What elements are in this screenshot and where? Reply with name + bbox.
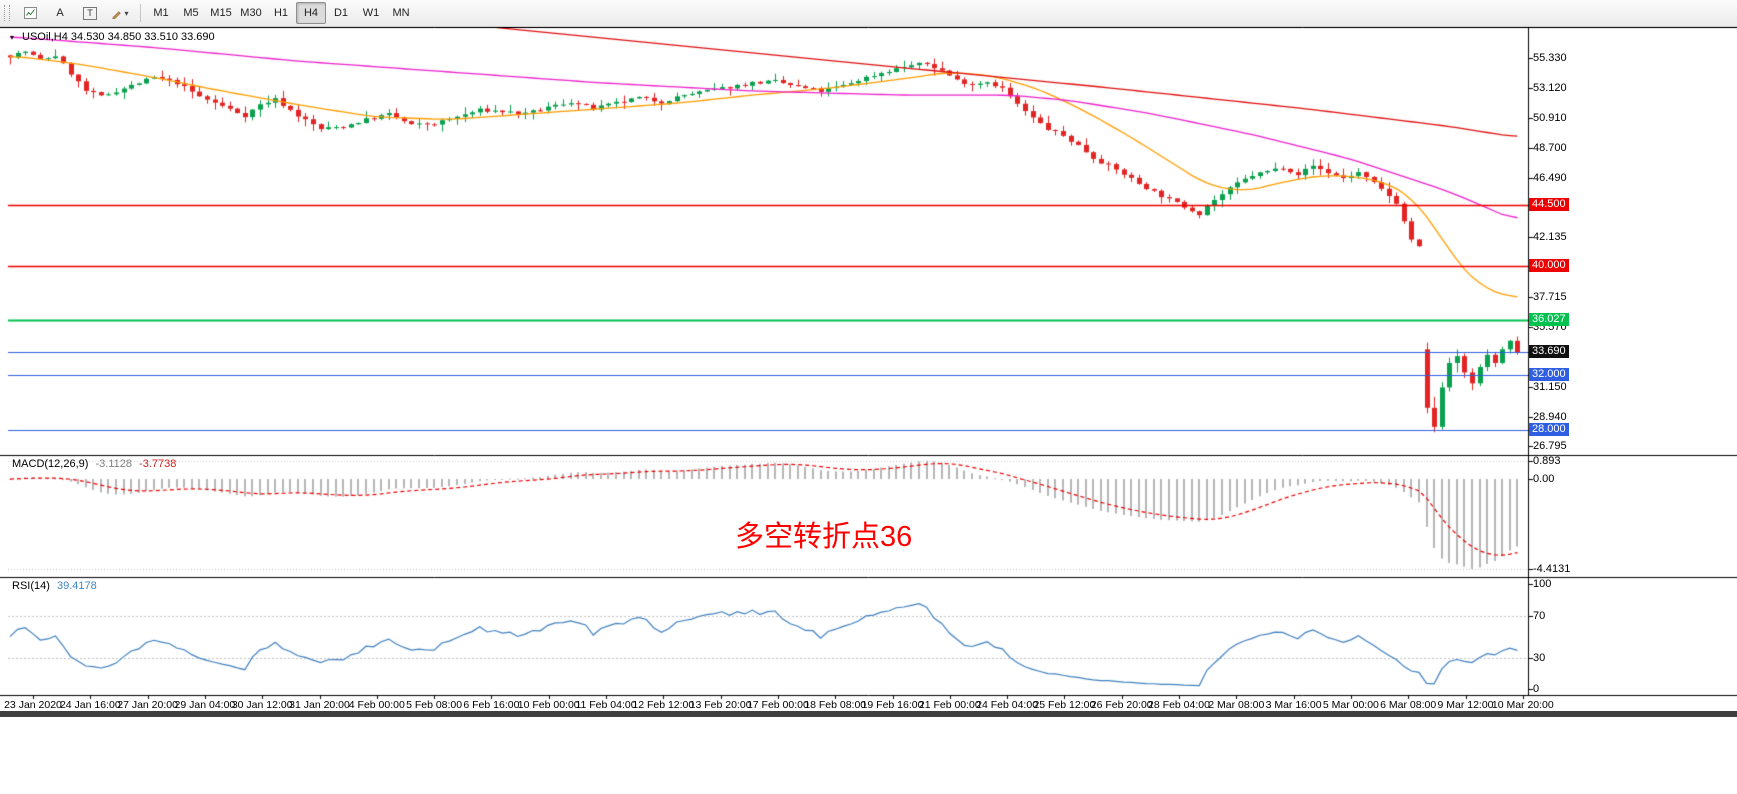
time-axis-label: 24 Jan 16:00 — [59, 699, 121, 711]
macd-scale-label: 0.00 — [1533, 473, 1555, 486]
time-axis-label: 21 Feb 00:00 — [918, 699, 981, 711]
price-tick-label: 55.330 — [1533, 51, 1567, 64]
timeframe-button-h1[interactable]: H1 — [273, 7, 289, 19]
macd-name: MACD(12,26,9) — [12, 458, 89, 470]
timeframe-button-w1[interactable]: W1 — [362, 7, 380, 19]
timeframe-button-m5[interactable]: M5 — [183, 7, 199, 19]
time-axis-label: 10 Feb 00:00 — [517, 699, 580, 711]
timeframe-button-m30[interactable]: M30 — [240, 7, 262, 19]
time-axis-label: 5 Feb 08:00 — [406, 699, 463, 711]
price-tick-label: 31.150 — [1533, 380, 1567, 393]
price-tick-label: 53.120 — [1533, 82, 1567, 95]
dropdown-caret-icon: ▾ — [124, 8, 129, 18]
time-axis-label: 9 Mar 12:00 — [1437, 699, 1494, 711]
price-tick-label: 37.715 — [1533, 291, 1567, 304]
window-bottom-bar — [0, 711, 1737, 717]
toolbar-grip[interactable] — [4, 5, 10, 21]
price-tick-label: 48.700 — [1533, 142, 1567, 155]
toolbar-separator — [140, 4, 141, 22]
price-level-box: 40.000 — [1529, 259, 1569, 273]
macd-scale-label: 0.893 — [1533, 454, 1561, 467]
timeframe-button-m1[interactable]: M1 — [153, 7, 169, 19]
rsi-indicator-label: RSI(14) 39.4178 — [12, 580, 97, 592]
chart-text-annotation[interactable]: 多空转折点36 — [735, 521, 913, 553]
macd-scale-label: -4.4131 — [1533, 562, 1571, 575]
rsi-value: 39.4178 — [56, 580, 97, 592]
time-axis-label: 11 Feb 04:00 — [575, 699, 637, 711]
chart-collapse-icon[interactable]: ▾ — [10, 33, 15, 42]
new-chart-tool[interactable] — [15, 2, 45, 24]
text-tool[interactable]: A — [56, 7, 64, 19]
time-axis-label: 29 Jan 04:00 — [174, 699, 236, 711]
timeframe-button-d1[interactable]: D1 — [333, 7, 349, 19]
time-axis-label: 28 Feb 04:00 — [1148, 699, 1210, 711]
chart-symbol-label: USOil,H4 — [22, 31, 68, 43]
time-axis-label: 3 Mar 16:00 — [1265, 699, 1322, 711]
time-axis-label: 6 Mar 08:00 — [1380, 699, 1437, 711]
time-axis-label: 10 Mar 20:00 — [1491, 699, 1554, 711]
macd-main-value: -3.1128 — [95, 458, 132, 470]
chart-title: ▾ USOil,H4 34.530 34.850 33.510 33.690 — [10, 31, 215, 43]
timeframe-button-mn[interactable]: MN — [392, 7, 410, 19]
time-axis-label: 13 Feb 20:00 — [689, 699, 752, 711]
time-axis-label: 27 Jan 20:00 — [117, 699, 178, 711]
price-tick-label: 28.940 — [1533, 410, 1567, 423]
time-axis-label: 26 Feb 20:00 — [1090, 699, 1153, 711]
time-axis-label: 17 Feb 00:00 — [746, 699, 809, 711]
label-frame-icon: T — [83, 6, 97, 20]
price-level-box: 28.000 — [1529, 422, 1569, 436]
price-tick-label: 26.795 — [1533, 439, 1567, 452]
label-frame-tool[interactable]: T — [75, 2, 105, 24]
time-axis-label: 4 Feb 00:00 — [348, 699, 405, 711]
current-price-box: 33.690 — [1529, 345, 1569, 359]
time-axis-label: 6 Feb 16:00 — [463, 699, 520, 711]
timeframe-button-h4[interactable]: H4 — [296, 2, 326, 24]
price-level-box: 44.500 — [1529, 198, 1569, 212]
rsi-scale-label: 100 — [1533, 578, 1552, 591]
time-axis-label: 31 Jan 20:00 — [289, 699, 350, 711]
time-axis-label: 18 Feb 08:00 — [804, 699, 867, 711]
time-axis-label: 5 Mar 00:00 — [1322, 699, 1379, 711]
pencil-icon — [112, 10, 122, 19]
rsi-scale-label: 70 — [1533, 609, 1546, 622]
time-axis-label: 12 Feb 12:00 — [632, 699, 695, 711]
price-level-box: 32.000 — [1529, 368, 1569, 382]
time-axis-label: 23 Jan 2020 — [4, 699, 62, 711]
time-axis-label: 2 Mar 08:00 — [1208, 699, 1265, 711]
toolbar: A T ▾ M1 M5 M15 M30 H1 H4 D1 W1 MN — [0, 0, 1737, 27]
price-tick-label: 46.490 — [1533, 172, 1567, 185]
rsi-scale-label: 30 — [1533, 651, 1546, 664]
rsi-scale-label: 0 — [1533, 683, 1540, 696]
price-level-box: 36.027 — [1529, 313, 1569, 327]
price-tick-label: 42.135 — [1533, 231, 1567, 244]
timeframe-button-m15[interactable]: M15 — [210, 7, 232, 19]
macd-signal-value: -3.7738 — [139, 458, 177, 470]
time-axis-label: 25 Feb 12:00 — [1033, 699, 1096, 711]
macd-indicator-label: MACD(12,26,9) -3.1128 -3.7738 — [12, 458, 176, 470]
chart-ohlc-values: 34.530 34.850 33.510 33.690 — [70, 31, 215, 43]
mini-chart-icon — [23, 7, 37, 19]
rsi-name: RSI(14) — [12, 580, 50, 592]
chart-region: ▾ USOil,H4 34.530 34.850 33.510 33.690 M… — [0, 27, 1737, 717]
time-axis-label: 30 Jan 12:00 — [231, 699, 293, 711]
drawing-tool-dropdown[interactable]: ▾ — [105, 2, 135, 24]
time-axis-label: 19 Feb 16:00 — [861, 699, 924, 711]
price-chart-canvas[interactable] — [0, 27, 1737, 717]
price-tick-label: 50.910 — [1533, 112, 1567, 125]
time-axis-label: 24 Feb 04:00 — [976, 699, 1039, 711]
